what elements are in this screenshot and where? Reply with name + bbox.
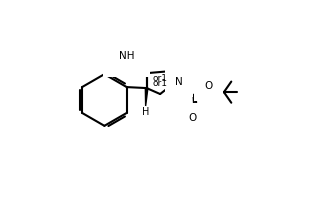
Text: H: H [142, 107, 149, 117]
Text: or1: or1 [152, 79, 167, 88]
Text: O: O [188, 113, 197, 123]
Polygon shape [145, 88, 148, 106]
Text: O: O [204, 81, 213, 91]
Text: N: N [175, 77, 183, 87]
Polygon shape [145, 55, 148, 73]
Text: H: H [143, 44, 151, 54]
Text: or1: or1 [153, 74, 168, 83]
Text: NH: NH [119, 51, 134, 61]
